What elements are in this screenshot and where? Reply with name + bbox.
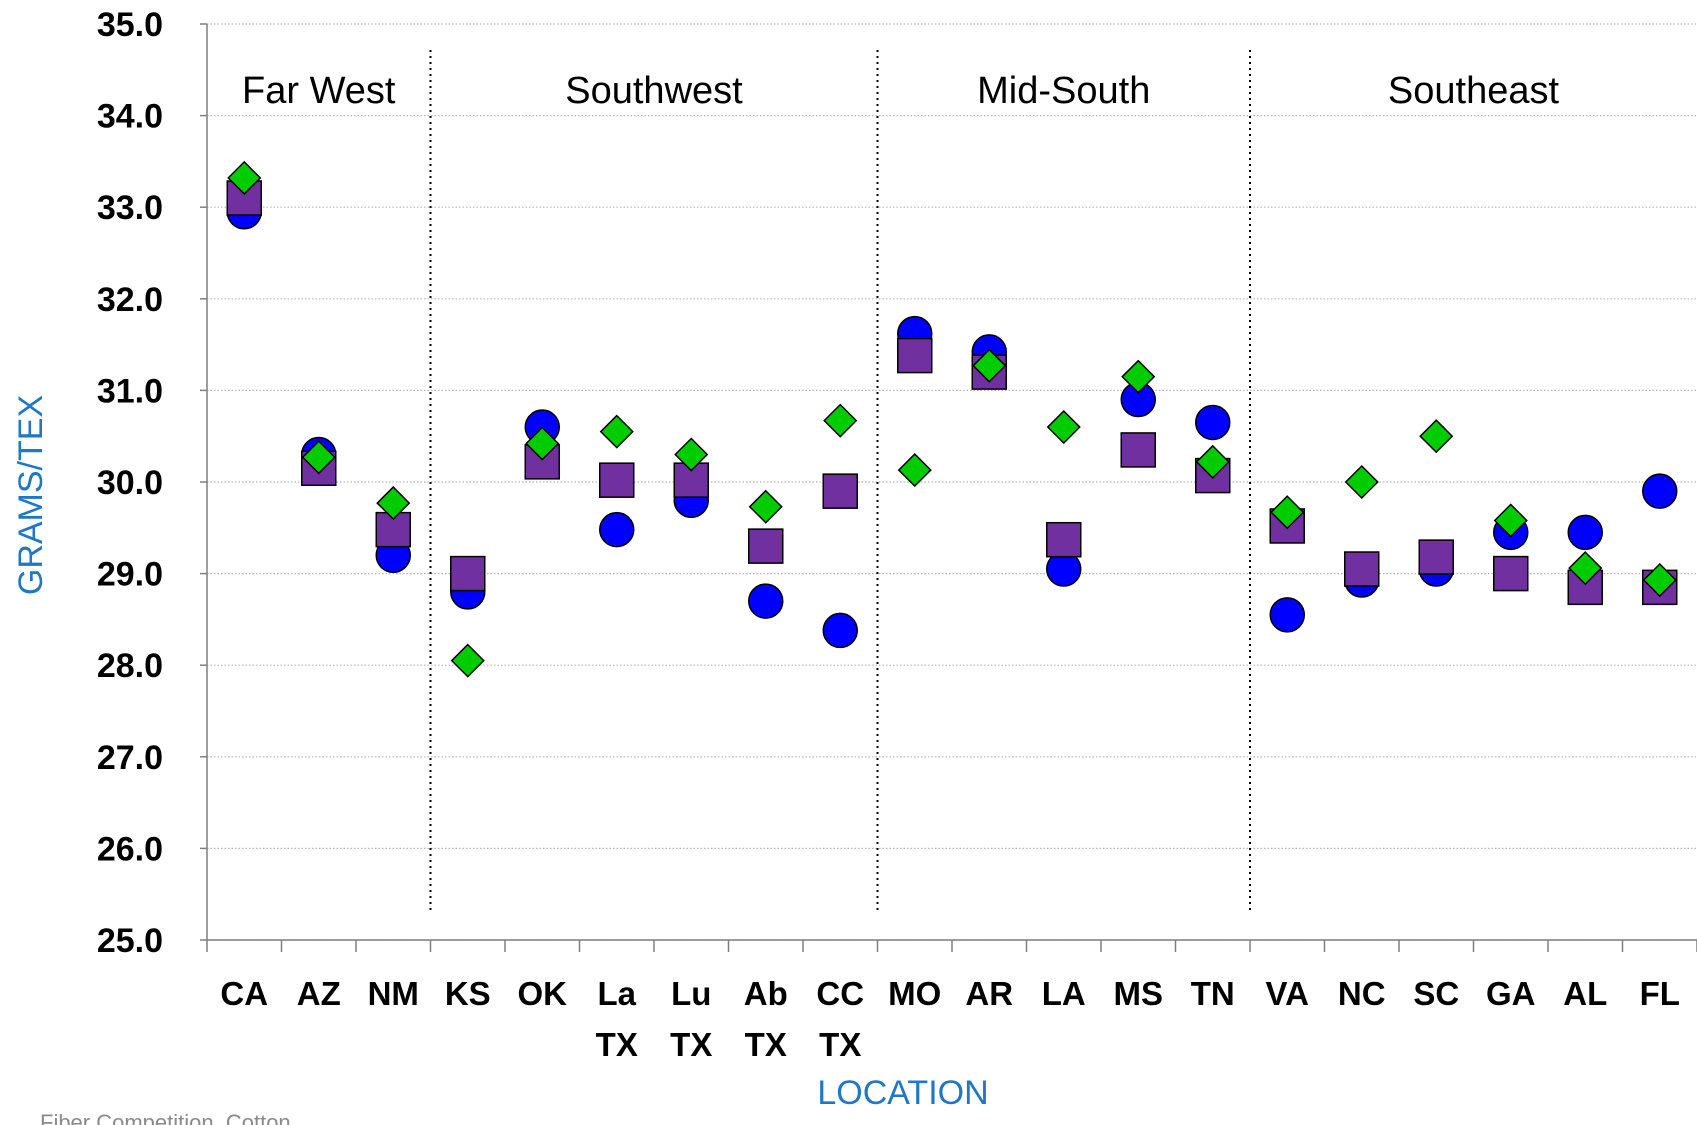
x-tick-label: LA [1042, 975, 1086, 1012]
x-tick-label: TX [596, 1026, 638, 1063]
y-tick-label: 28.0 [97, 647, 163, 685]
square-marker [1493, 555, 1529, 592]
square-marker [1046, 521, 1082, 558]
diamond-marker [897, 453, 932, 488]
x-tick-label: KS [445, 975, 491, 1012]
y-tick-label: 30.0 [97, 464, 163, 502]
x-tick-label: TX [745, 1026, 787, 1063]
y-tick-label: 35.0 [97, 6, 163, 44]
diamond-marker [1046, 409, 1081, 445]
x-tick-label: CA [220, 975, 268, 1012]
region-label: Mid-South [977, 70, 1150, 112]
square-marker [1344, 551, 1380, 587]
x-tick-label: Ab [744, 975, 788, 1012]
square-marker [450, 555, 486, 592]
square-marker [748, 528, 784, 564]
x-tick-label: TX [670, 1026, 712, 1063]
diamond-marker [1121, 359, 1156, 394]
diamond-marker [674, 437, 709, 472]
circle-marker [1642, 473, 1678, 509]
x-tick-label: GA [1486, 975, 1536, 1012]
square-marker [599, 462, 635, 498]
square-marker [897, 337, 933, 374]
x-axis-title: LOCATION [817, 1074, 988, 1112]
square-marker [1567, 569, 1603, 606]
circle-marker [1269, 597, 1305, 633]
circle-marker [1195, 404, 1231, 441]
x-tick-label: SC [1413, 975, 1459, 1012]
diamond-marker [376, 486, 411, 521]
y-tick-label: 27.0 [97, 739, 163, 777]
diamond-marker [525, 426, 560, 461]
x-tick-label: FL [1640, 975, 1680, 1012]
region-label: Southeast [1388, 70, 1560, 112]
x-tick-label: NM [368, 975, 419, 1012]
circle-marker [822, 612, 858, 649]
x-tick-label: Lu [671, 975, 711, 1012]
x-tick-label: La [597, 975, 636, 1012]
axes [200, 23, 1697, 952]
diamond-marker [972, 348, 1007, 383]
data-markers [226, 160, 1678, 678]
y-tick-label: 32.0 [97, 281, 163, 319]
diamond-marker [450, 643, 485, 678]
x-tick-label: AL [1563, 975, 1607, 1012]
diamond-marker [823, 403, 858, 438]
x-tick-label: NC [1338, 975, 1386, 1012]
x-tick-label: CC [816, 975, 864, 1012]
y-tick-label: 26.0 [97, 830, 163, 868]
x-tick-label: MS [1114, 975, 1164, 1012]
diamond-marker [1419, 419, 1454, 454]
y-tick-label: 25.0 [97, 922, 163, 960]
x-tick-label: MO [888, 975, 941, 1012]
diamond-marker [1568, 551, 1603, 586]
x-tick-labels: CA AZ NM KS OK La TX Lu TX Ab TX CC TX MO AR LA MS TN VA NC… [220, 975, 1680, 1063]
circle-marker [1567, 514, 1603, 551]
diamond-marker [1493, 503, 1528, 538]
diamond-marker [748, 489, 783, 524]
x-tick-label: OK [518, 975, 568, 1012]
circle-marker [748, 583, 784, 619]
footer-text: Fiber Competition, Cotton [40, 1110, 291, 1125]
y-axis-title: GRAMS/TEX [12, 395, 50, 595]
y-tick-label: 34.0 [97, 98, 163, 136]
y-tick-labels: 25.0 26.0 27.0 28.0 29.0 30.0 31.0 32.0 33.0 34.0… [97, 6, 163, 960]
circle-marker [599, 511, 635, 548]
y-tick-label: 31.0 [97, 372, 163, 410]
diamond-marker [1270, 495, 1305, 530]
diamond-marker [301, 440, 336, 475]
diamond-marker [1642, 562, 1677, 598]
region-labels: Far West Southwest Mid-South Southeast [242, 70, 1559, 112]
diamond-marker [1195, 444, 1230, 479]
square-marker [822, 473, 858, 509]
x-tick-label: VA [1266, 975, 1309, 1012]
x-tick-label: TN [1191, 975, 1235, 1012]
diamond-marker [599, 414, 634, 449]
x-tick-label: AR [965, 975, 1013, 1012]
x-tick-label: TX [819, 1026, 861, 1063]
x-tick-label: AZ [297, 975, 341, 1012]
square-marker [1120, 432, 1156, 468]
y-tick-label: 29.0 [97, 556, 163, 594]
square-marker [1418, 539, 1454, 575]
diamond-marker [227, 160, 262, 195]
region-label: Far West [242, 70, 396, 112]
diamond-marker [1344, 464, 1379, 500]
y-tick-label: 33.0 [97, 189, 163, 227]
region-label: Southwest [565, 70, 743, 112]
